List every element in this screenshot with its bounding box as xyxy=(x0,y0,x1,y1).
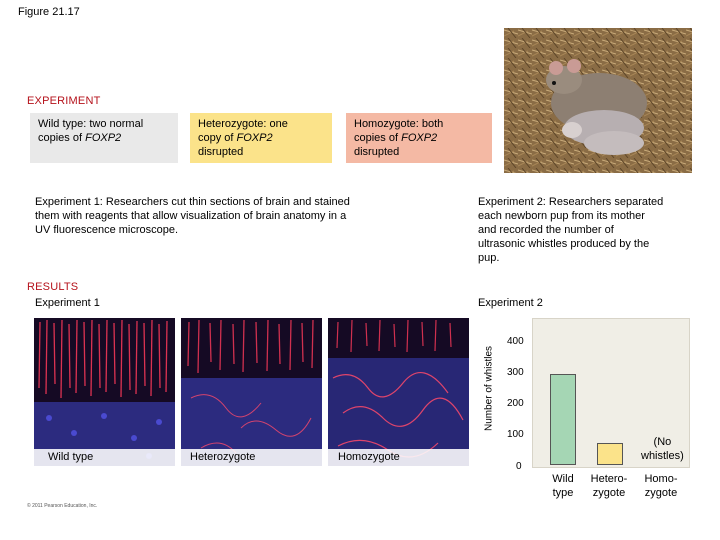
heterozygote-line1: Heterozygote: one xyxy=(198,118,288,130)
xcat-wild-type: Wild type xyxy=(545,472,581,500)
bar-heterozygote xyxy=(597,443,623,465)
exp2-line: each newborn pup from its mother xyxy=(478,210,645,222)
ytick: 300 xyxy=(507,367,524,378)
ytick: 200 xyxy=(507,398,524,409)
xcat-line: type xyxy=(552,487,574,499)
copyright: © 2011 Pearson Education, Inc. xyxy=(27,503,98,509)
xcat-line: Homo- xyxy=(644,473,678,485)
ylabel: Number of whistles xyxy=(483,345,495,432)
heterozygote-box: Heterozygote: one copy of FOXP2 disrupte… xyxy=(190,113,332,163)
exp2-line: Experiment 2: Researchers separated xyxy=(478,196,664,208)
results-header: RESULTS xyxy=(27,281,79,293)
exp2-line: pup. xyxy=(478,252,500,264)
ytick: 400 xyxy=(507,336,524,347)
ytick: 100 xyxy=(507,429,524,440)
xcat-line: zygote xyxy=(592,487,626,499)
wild-type-line1: Wild type: two normal xyxy=(38,118,144,130)
caption-heterozygote: Heterozygote xyxy=(190,451,256,463)
xcat-heterozygote: Hetero- zygote xyxy=(586,472,632,500)
wild-type-line2: copies of xyxy=(38,132,86,144)
exp1-line: them with reagents that allow visualizat… xyxy=(35,210,347,222)
micrograph-wild-type xyxy=(34,318,175,466)
heterozygote-line3: disrupted xyxy=(198,146,244,158)
caption-wild-type: Wild type xyxy=(48,451,94,463)
gene-name: FOXP2 xyxy=(85,132,122,144)
caption-homozygote: Homozygote xyxy=(338,451,400,463)
homozygote-line3: disrupted xyxy=(354,146,400,158)
exp1-line: Experiment 1: Researchers cut thin secti… xyxy=(35,196,350,208)
ytick: 0 xyxy=(516,461,522,472)
experiment1-description: Experiment 1: Researchers cut thin secti… xyxy=(35,195,435,237)
annotation-line: whistles) xyxy=(641,450,684,462)
heterozygote-line2: copy of xyxy=(198,132,237,144)
experiment-header: EXPERIMENT xyxy=(27,95,101,107)
wild-type-box: Wild type: two normal copies of FOXP2 xyxy=(30,113,178,163)
exp2-line: and recorded the number of xyxy=(478,224,614,236)
xcat-line: zygote xyxy=(644,487,678,499)
exp1-line: UV fluorescence microscope. xyxy=(35,224,179,236)
plot-area: (No whistles) xyxy=(532,318,690,468)
experiment1-label: Experiment 1 xyxy=(35,297,100,309)
experiment2-label: Experiment 2 xyxy=(478,297,543,309)
bar-wild-type xyxy=(550,373,576,465)
gene-name: FOXP2 xyxy=(401,132,438,144)
micrograph-homozygote xyxy=(328,318,469,466)
homozygote-box: Homozygote: both copies of FOXP2 disrupt… xyxy=(346,113,492,163)
figure-label: Figure 21.17 xyxy=(18,6,80,18)
homozygote-line2: copies of xyxy=(354,132,402,144)
xcat-homozygote: Homo- zygote xyxy=(638,472,684,500)
exp2-line: ultrasonic whistles produced by the xyxy=(478,238,650,250)
annotation-line: (No xyxy=(653,436,672,448)
xcat-line: Wild xyxy=(552,473,574,485)
gene-name: FOXP2 xyxy=(236,132,273,144)
annotation-no-whistles: (No whistles) xyxy=(641,435,684,463)
xcat-line: Hetero- xyxy=(590,473,628,485)
micrograph-heterozygote xyxy=(181,318,322,466)
mouse-photo xyxy=(504,28,692,173)
micrograph-caption-bar xyxy=(34,449,469,466)
experiment2-description: Experiment 2: Researchers separated each… xyxy=(478,195,718,265)
homozygote-line1: Homozygote: both xyxy=(354,118,444,130)
